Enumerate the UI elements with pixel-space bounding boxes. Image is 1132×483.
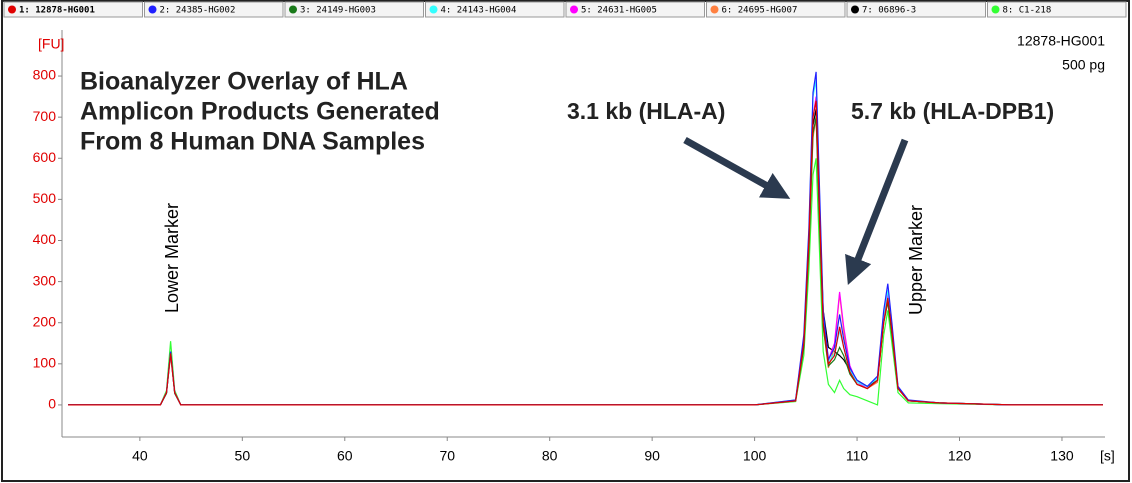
legend-tab bbox=[846, 1, 986, 18]
legend-swatch bbox=[710, 5, 719, 14]
legend-tab bbox=[987, 1, 1127, 18]
x-tick-label: 50 bbox=[235, 448, 251, 464]
legend-label: 6: 24695-HG007 bbox=[722, 6, 798, 16]
x-tick-label: 80 bbox=[542, 448, 558, 464]
arrow bbox=[845, 138, 909, 286]
title-line: Amplicon Products Generated bbox=[80, 98, 440, 126]
y-tick-label: 0 bbox=[48, 396, 56, 412]
legend-tab bbox=[3, 1, 143, 18]
annotation: Upper Marker bbox=[906, 205, 926, 315]
y-tick-label: 200 bbox=[33, 313, 57, 329]
legend-label: 5: 24631-HG005 bbox=[581, 6, 657, 16]
legend-label: 7: 06896-3 bbox=[862, 6, 916, 16]
legend-label: 4: 24143-HG004 bbox=[441, 6, 517, 16]
legend-label: 3: 24149-HG003 bbox=[300, 6, 376, 16]
x-tick-label: 110 bbox=[846, 448, 869, 464]
x-tick-label: 70 bbox=[439, 448, 455, 464]
legend-tab bbox=[706, 1, 846, 18]
y-tick-label: 700 bbox=[33, 108, 57, 124]
legend-label: 2: 24385-HG002 bbox=[160, 6, 236, 16]
legend-swatch bbox=[991, 5, 1000, 14]
sample-name: 12878-HG001 bbox=[1017, 33, 1105, 49]
y-tick-label: 300 bbox=[33, 272, 57, 288]
legend-swatch bbox=[8, 5, 16, 14]
legend-tab bbox=[565, 1, 705, 18]
legend-swatch bbox=[570, 5, 578, 14]
legend-label: 8: C1-218 bbox=[1003, 6, 1052, 16]
legend-swatch bbox=[289, 5, 297, 14]
x-tick-label: 100 bbox=[743, 448, 767, 464]
legend-tab bbox=[284, 1, 424, 18]
x-tick-label: 130 bbox=[1050, 448, 1074, 464]
annotation: 5.7 kb (HLA-DPB1) bbox=[851, 98, 1054, 124]
annotation: 3.1 kb (HLA-A) bbox=[567, 98, 725, 124]
arrow bbox=[683, 136, 791, 199]
x-tick-label: 90 bbox=[644, 448, 660, 464]
legend-label: 1: 12878-HG001 bbox=[19, 6, 95, 16]
legend-swatch bbox=[429, 5, 438, 14]
annotation: Lower Marker bbox=[162, 203, 182, 313]
trace bbox=[68, 100, 1103, 406]
title-line: Bioanalyzer Overlay of HLA bbox=[80, 68, 408, 96]
legend-swatch bbox=[851, 5, 859, 14]
x-tick-label: 60 bbox=[337, 448, 353, 464]
legend-swatch bbox=[148, 5, 157, 14]
x-tick-label: 120 bbox=[948, 448, 972, 464]
y-tick-label: 400 bbox=[33, 231, 57, 247]
y-tick-label: 100 bbox=[33, 355, 57, 371]
y-tick-label: 500 bbox=[33, 190, 57, 206]
y-unit: [FU] bbox=[38, 36, 64, 52]
sample-amount: 500 pg bbox=[1062, 57, 1105, 73]
y-tick-label: 800 bbox=[33, 67, 57, 83]
title-line: From 8 Human DNA Samples bbox=[80, 128, 425, 156]
legend: 1: 12878-HG001 2: 24385-HG002 3: 24149-HG0… bbox=[3, 1, 1127, 18]
traces bbox=[68, 71, 1103, 406]
x-tick-label: 40 bbox=[132, 448, 148, 464]
y-tick-label: 600 bbox=[33, 149, 57, 165]
legend-tab bbox=[144, 1, 284, 18]
x-unit: [s] bbox=[1100, 448, 1115, 464]
legend-tab bbox=[425, 1, 565, 18]
